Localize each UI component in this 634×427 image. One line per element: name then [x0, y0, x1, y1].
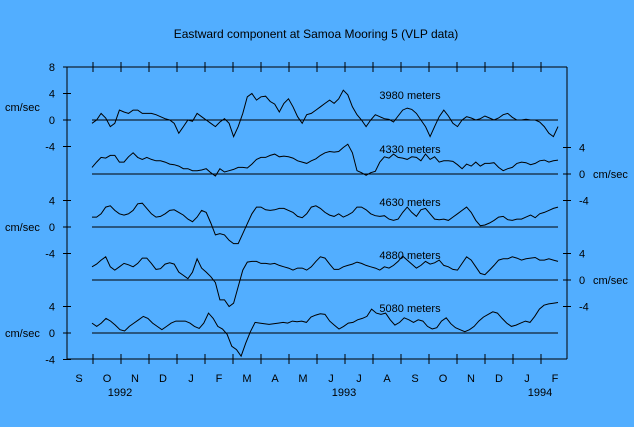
x-month-label: S	[75, 373, 82, 385]
x-month-label: N	[131, 373, 139, 385]
axis-labels: S O N D J F M A M J J A S O N D J F 1992 1993 1994 8 4 0 -4 cm/se…	[5, 62, 628, 399]
series-label: 5080 meters	[379, 303, 441, 315]
series-line-4630-meters	[92, 202, 559, 245]
axis-ticks	[63, 62, 571, 364]
x-month-label: A	[383, 373, 391, 385]
right-y-tick-label: 0	[579, 275, 585, 287]
left-y-tick-label: -4	[45, 142, 55, 154]
x-month-label: O	[439, 373, 448, 385]
right-y-tick-label: 0	[579, 169, 585, 181]
left-y-tick-label: 0	[49, 115, 55, 127]
series-line-4880-meters	[91, 255, 559, 308]
x-month-label: M	[242, 373, 251, 385]
x-month-label: J	[188, 373, 194, 385]
left-y-tick-label: 4	[49, 89, 55, 101]
left-y-tick-label: 4	[49, 302, 55, 314]
y-unit-label: cm/sec	[5, 102, 40, 114]
x-month-label: J	[524, 373, 530, 385]
series-label: 4330 meters	[379, 144, 441, 156]
left-y-tick-label: -4	[45, 355, 55, 367]
y-unit-label: cm/sec	[593, 275, 628, 287]
x-month-label: O	[103, 373, 112, 385]
x-month-label: S	[411, 373, 418, 385]
chart-title: Eastward component at Samoa Mooring 5 (V…	[174, 27, 459, 41]
series-group	[91, 89, 559, 358]
zero-baselines	[92, 119, 558, 334]
left-y-tick-label: -4	[45, 249, 55, 261]
left-y-tick-label: 0	[49, 222, 55, 234]
x-month-label: A	[271, 373, 279, 385]
right-y-tick-label: -4	[579, 196, 589, 208]
series-labels: 3980 meters 4330 meters 4630 meters 4880 me…	[379, 90, 441, 315]
y-unit-label: cm/sec	[593, 169, 628, 181]
left-y-tick-label: 4	[49, 196, 55, 208]
right-y-tick-label: 4	[579, 143, 585, 155]
x-month-label: F	[216, 373, 223, 385]
x-month-label: D	[159, 373, 167, 385]
series-label: 4880 meters	[379, 250, 441, 262]
x-month-label: J	[328, 373, 334, 385]
series-line-4330-meters	[91, 143, 559, 177]
series-line-3980-meters	[91, 89, 559, 138]
series-label: 4630 meters	[379, 197, 441, 209]
x-month-label: F	[552, 373, 559, 385]
right-y-tick-label: -4	[579, 302, 589, 314]
y-unit-label: cm/sec	[5, 222, 40, 234]
series-line-5080-meters	[91, 302, 559, 358]
y-unit-label: cm/sec	[5, 328, 40, 340]
x-month-label: J	[356, 373, 362, 385]
x-month-label: M	[298, 373, 307, 385]
left-y-tick-label: 8	[49, 62, 55, 74]
x-month-label: D	[495, 373, 503, 385]
series-label: 3980 meters	[379, 90, 441, 102]
x-month-label: N	[467, 373, 475, 385]
x-year-label: 1993	[332, 387, 356, 399]
left-y-tick-label: 0	[49, 328, 55, 340]
x-year-label: 1994	[528, 387, 552, 399]
right-y-tick-label: 4	[579, 249, 585, 261]
x-year-label: 1992	[108, 387, 132, 399]
